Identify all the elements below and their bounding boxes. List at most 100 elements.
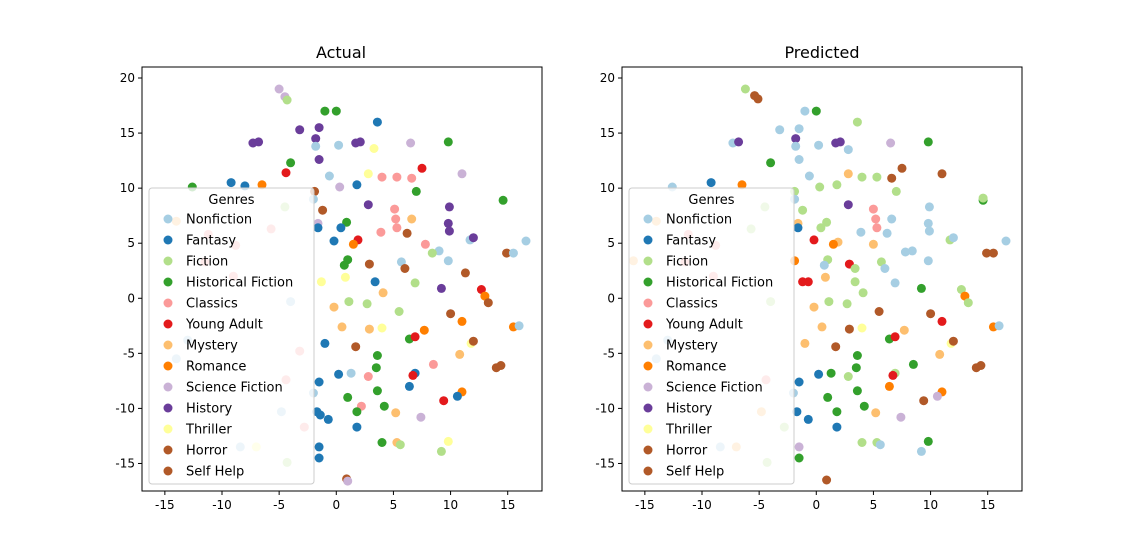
point-historical-fiction [372, 386, 382, 396]
point-horror [460, 268, 470, 278]
x-tick-label: 15 [500, 498, 515, 512]
point-classics [392, 223, 402, 233]
point-fantasy [314, 453, 324, 463]
point-young-adult [281, 168, 291, 178]
legend: Genres Nonfiction Fantasy Fiction Historical… [148, 187, 315, 485]
point-fiction [850, 264, 860, 273]
x-tick-label: -15 [635, 498, 655, 512]
point-horror [402, 228, 412, 238]
point-young-adult [890, 332, 900, 342]
point-fiction [963, 298, 973, 308]
point-horror [351, 342, 361, 352]
y-tick-label: 0 [127, 291, 135, 305]
point-fiction [956, 285, 966, 294]
point-history [444, 226, 454, 236]
plot-frame [141, 66, 543, 492]
point-fiction [843, 372, 853, 381]
legend-label: Self Help [186, 465, 244, 480]
point-thriller [369, 144, 379, 153]
point-horror [937, 169, 947, 179]
legend-label: Fiction [186, 255, 228, 270]
legend-label: Romance [186, 360, 246, 375]
point-horror [468, 336, 478, 346]
legend-marker-young-adult [163, 319, 173, 329]
point-mystery [364, 324, 374, 334]
y-tick-label: 5 [127, 236, 135, 250]
point-historical-fiction [916, 283, 926, 293]
point-science-fiction [406, 138, 416, 148]
point-history [443, 218, 453, 228]
point-historical-fiction [352, 407, 362, 417]
legend-marker-fiction [643, 256, 653, 266]
point-romance [257, 180, 267, 190]
y-tick-label: -15 [595, 456, 615, 470]
point-historical-fiction [852, 386, 862, 396]
point-horror [926, 309, 936, 319]
point-history [436, 283, 446, 293]
point-classics [868, 204, 878, 214]
point-classics [377, 172, 387, 182]
point-fantasy [226, 178, 236, 188]
legend-marker-romance [643, 361, 653, 371]
point-nonfiction [887, 214, 897, 224]
point-nonfiction [804, 171, 814, 181]
point-historical-fiction [852, 351, 862, 360]
y-tick-label: 20 [600, 71, 615, 85]
legend-label: History [186, 402, 233, 417]
point-classics [363, 372, 373, 381]
legend-label: Young Adult [185, 318, 263, 333]
point-horror [887, 173, 897, 183]
point-classics [376, 227, 386, 237]
legend-marker-historical-fiction [163, 277, 173, 287]
legend-label: Historical Fiction [666, 276, 773, 291]
legend-label: History [666, 402, 713, 417]
x-tick-label: -10 [692, 498, 712, 512]
y-tick-label: -10 [115, 401, 135, 415]
legend-label: Mystery [666, 339, 718, 354]
point-nonfiction [334, 140, 344, 150]
point-fantasy [814, 369, 824, 379]
point-nonfiction [900, 247, 910, 257]
point-mystery [391, 408, 401, 418]
predicted-scatter-panel: Predicted -15 -10 -5 0 5 10 15 -15 -10 -5 0 5 10 15 20… [595, 43, 1023, 512]
point-romance [737, 180, 747, 190]
point-fantasy [315, 410, 325, 420]
point-fiction [395, 440, 405, 450]
point-classics [407, 173, 417, 183]
legend-marker-thriller [163, 424, 173, 434]
point-classics [871, 214, 881, 224]
point-mystery [455, 349, 465, 359]
point-fantasy [329, 236, 339, 246]
point-classics [420, 239, 430, 249]
y-tick-label: -5 [603, 346, 615, 360]
x-tick-label: 5 [390, 498, 398, 512]
point-nonfiction [794, 124, 804, 134]
point-nonfiction [907, 246, 917, 256]
point-fantasy [352, 422, 362, 432]
point-fantasy [352, 180, 362, 190]
point-nonfiction [923, 218, 933, 228]
legend-marker-fiction [163, 256, 173, 266]
point-nonfiction [443, 256, 453, 266]
legend-label: Science Fiction [666, 381, 763, 396]
legend-label: Nonfiction [186, 213, 252, 228]
point-nonfiction [856, 227, 866, 237]
point-classics [390, 204, 400, 214]
legend-label: Science Fiction [186, 381, 283, 396]
point-horror [318, 205, 328, 215]
y-tick-label: -15 [115, 456, 135, 470]
point-historical-fiction [923, 436, 933, 446]
legend-marker-classics [163, 298, 173, 308]
x-tick-label: 0 [812, 498, 820, 512]
point-horror [400, 264, 410, 273]
legend-marker-fantasy [643, 235, 653, 245]
legend-marker-history [643, 403, 653, 413]
point-fantasy [706, 178, 716, 188]
point-fiction [362, 299, 372, 309]
point-historical-fiction [851, 363, 861, 373]
point-fiction [740, 84, 750, 94]
point-nonfiction [890, 278, 900, 288]
point-romance [884, 381, 894, 391]
point-thriller [857, 323, 867, 333]
legend-marker-horror [643, 445, 653, 455]
